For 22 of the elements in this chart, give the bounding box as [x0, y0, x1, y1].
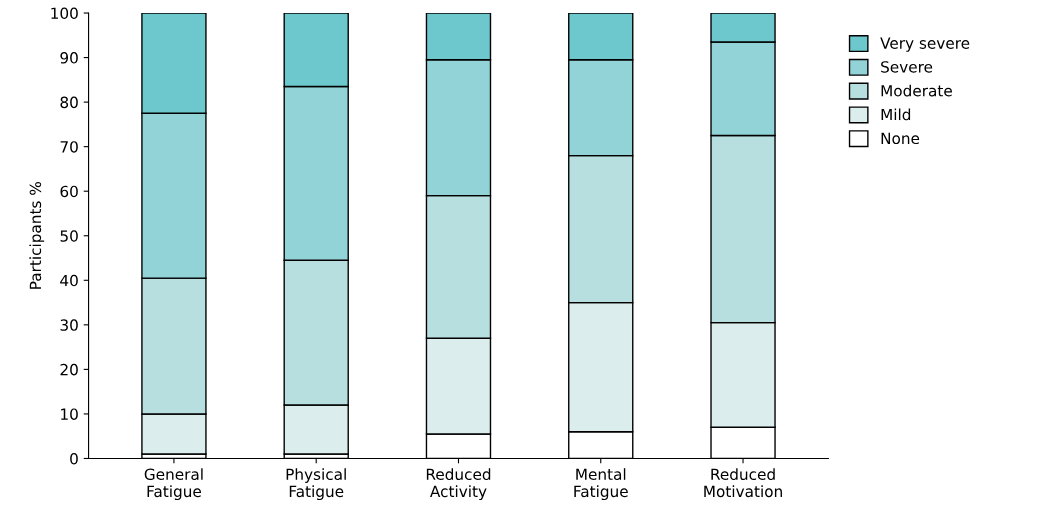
x-tick-label: General Fatigue [144, 468, 203, 501]
x-tick-label: Mental Fatigue [574, 468, 628, 501]
y-tick-label: 70 [60, 141, 78, 153]
x-tick-label: Physical Fatigue [286, 468, 346, 501]
y-tick-label: 30 [60, 319, 78, 331]
y-tick-label: 10 [61, 408, 78, 420]
y-tick-label: 80 [60, 96, 78, 109]
y-tick-label: 50 [60, 230, 78, 242]
legend-label: Mild [881, 108, 911, 121]
x-tick-label: Reduced Motivation [704, 468, 782, 498]
y-tick-label: 60 [60, 185, 78, 198]
legend-label: Moderate [881, 84, 952, 97]
y-tick-label: 100 [51, 7, 78, 20]
y-tick-label: 20 [60, 363, 78, 376]
x-tick-label: Reduced Activity [426, 468, 491, 501]
legend-label: Severe [881, 61, 933, 73]
y-tick-label: 40 [60, 274, 78, 287]
y-tick-label: 90 [60, 52, 78, 64]
legend-label: Very severe [880, 37, 970, 52]
legend-label: None [881, 132, 920, 145]
y-tick-label: 0 [70, 452, 78, 465]
y-axis-title: Participants % [29, 182, 45, 289]
